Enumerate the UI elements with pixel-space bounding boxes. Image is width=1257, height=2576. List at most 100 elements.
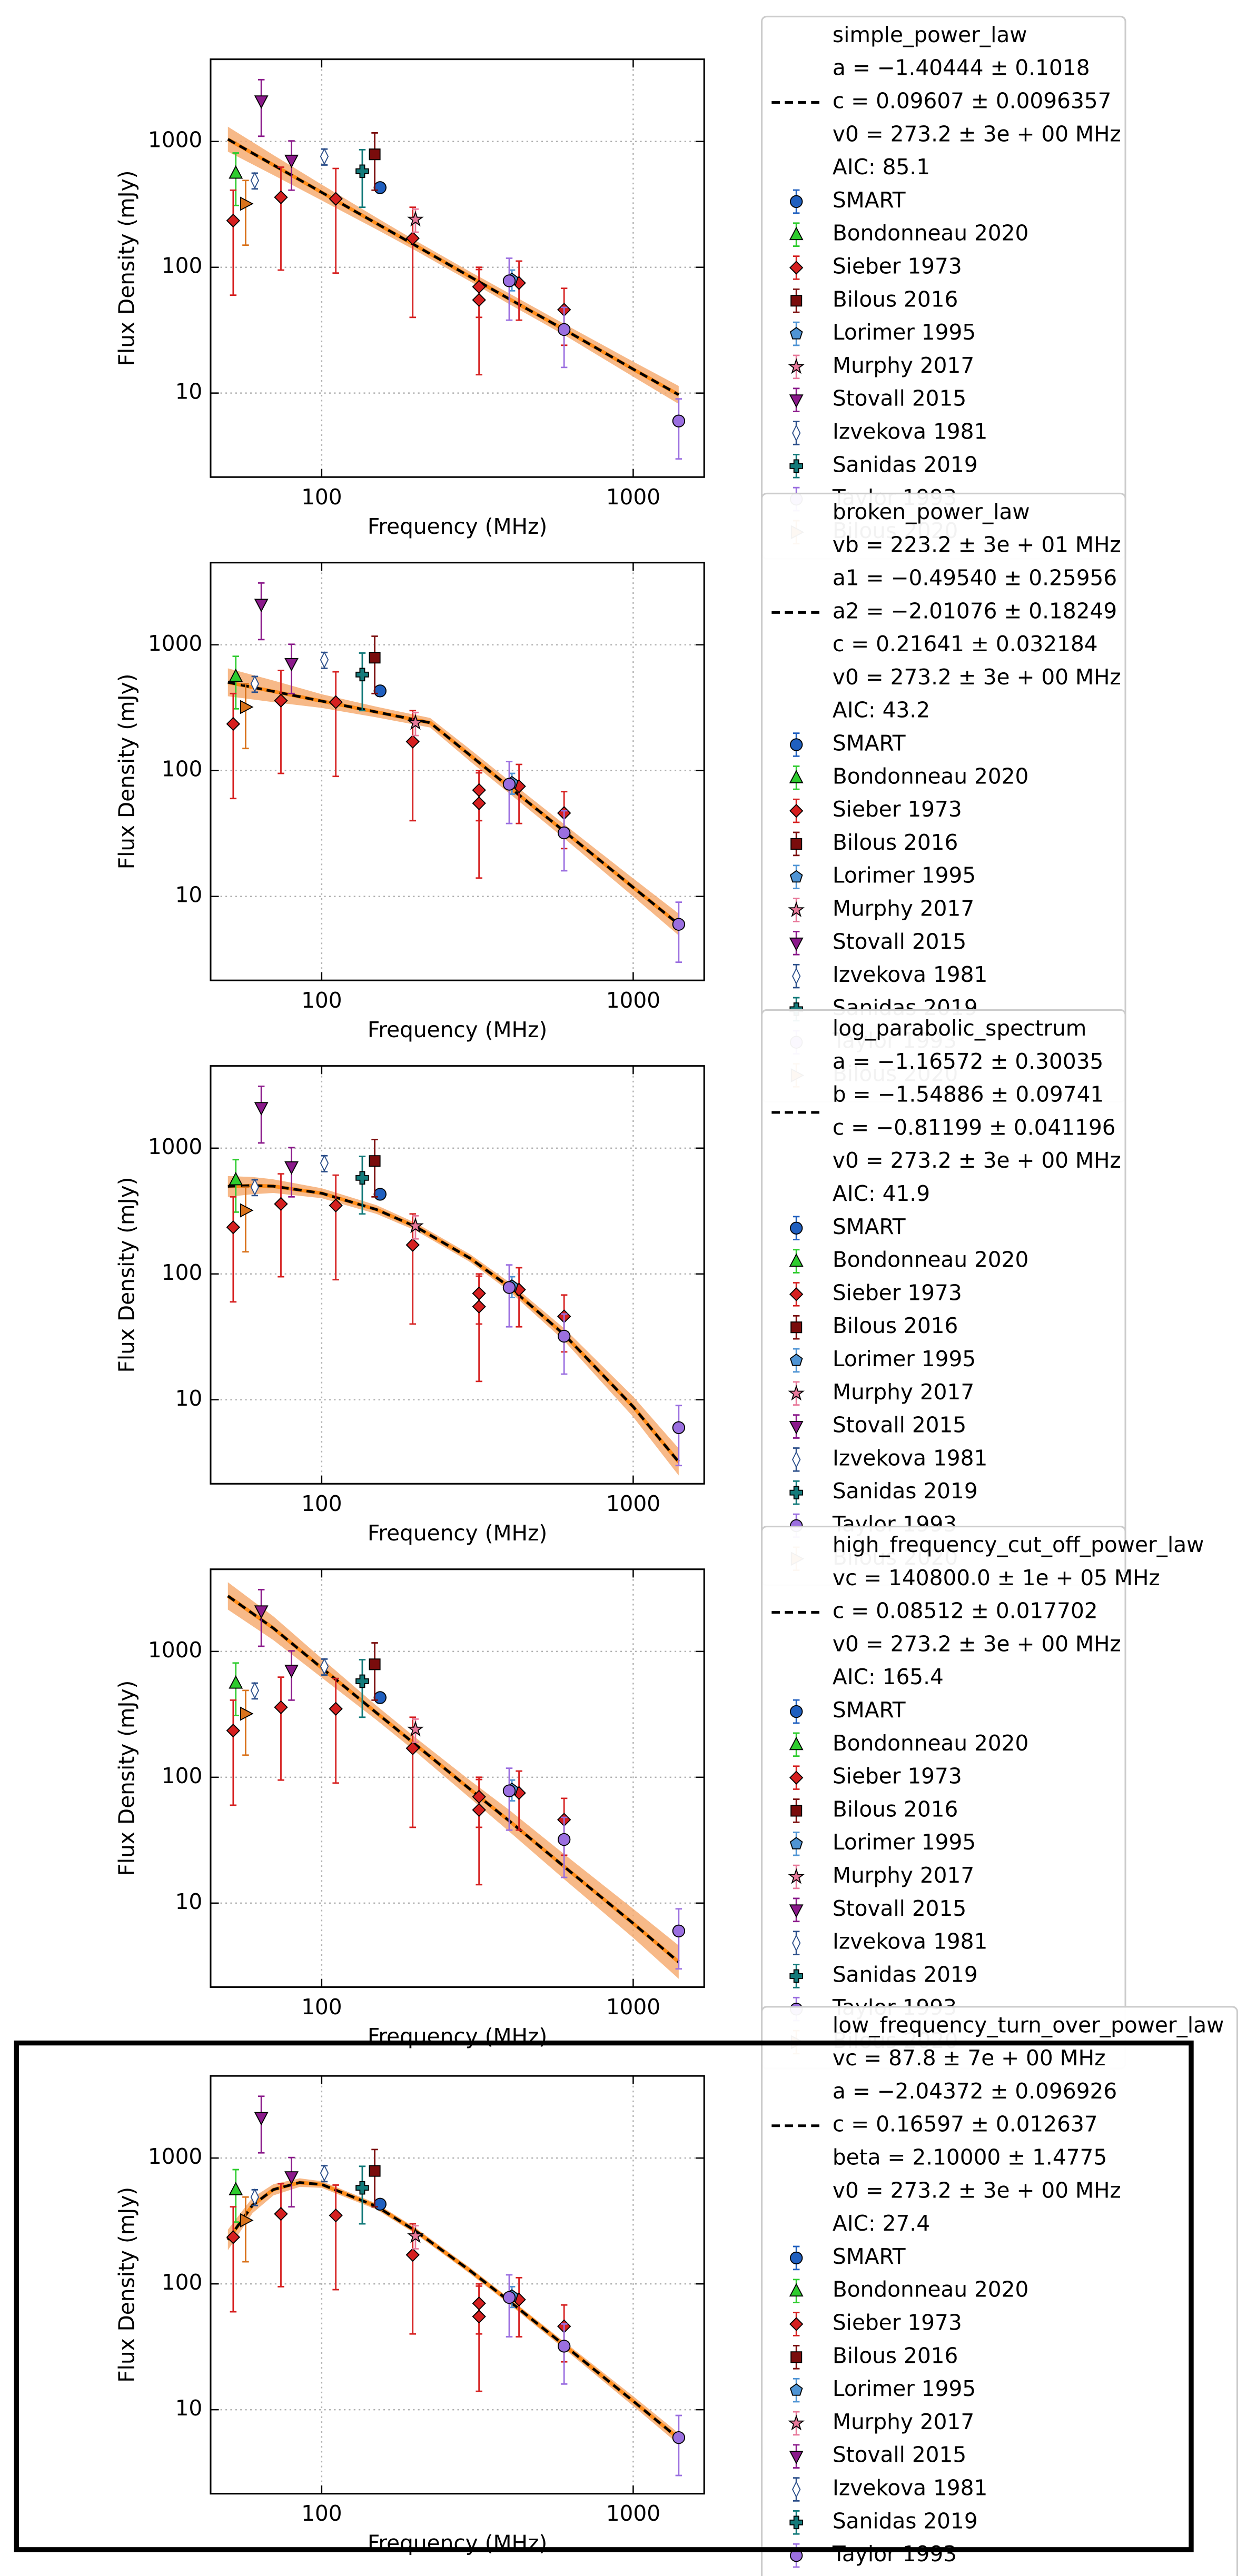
marker [250, 1682, 260, 1699]
marker [405, 1741, 420, 1755]
legend-marker [789, 1969, 803, 1983]
legend-marker [789, 226, 804, 241]
marker [472, 1299, 486, 1314]
legend-label: SMART [833, 1214, 906, 1239]
fit-line [226, 2181, 680, 2440]
x-tick-label: 100 [301, 2501, 342, 2526]
axes-frame [210, 1065, 705, 1485]
legend-marker [792, 2481, 801, 2498]
error-bar [230, 2206, 237, 2313]
marker [240, 196, 254, 211]
error-bar [242, 1689, 249, 1756]
fit-line [227, 680, 680, 926]
marker [355, 2181, 369, 2195]
fit-band [227, 1582, 679, 1979]
legend-marker [789, 1904, 804, 1918]
fit-band [227, 2178, 679, 2445]
legend-marker [789, 459, 803, 473]
marker [502, 1281, 516, 1294]
legend-label: AIC: 165.4 [833, 1664, 944, 1689]
marker [250, 2188, 260, 2206]
marker [405, 1238, 420, 1252]
marker [472, 1789, 486, 1804]
error-bar [506, 2274, 513, 2338]
plot-area [226, 78, 686, 460]
legend-marker [792, 424, 801, 442]
error-bar [242, 1186, 249, 1253]
error-bar [332, 2184, 339, 2291]
legend-label: Bondonneau 2020 [833, 1730, 1028, 1756]
fit-line-dashed [226, 2181, 680, 2440]
marker [672, 414, 686, 427]
y-tick-label: 1000 [148, 2144, 202, 2169]
legend-label: Sieber 1973 [833, 2310, 962, 2335]
legend-label: Sieber 1973 [833, 797, 962, 822]
legend-label: Taylor 1993 [832, 2541, 957, 2567]
legend-box [761, 2006, 1239, 2576]
marker [557, 1833, 571, 1846]
legend-marker [790, 1321, 803, 1334]
legend-label: low_frequency_turn_over_power_law [833, 2012, 1224, 2037]
marker [355, 1674, 369, 1688]
error-bar [332, 167, 339, 274]
legend-label: broken_power_law [833, 499, 1030, 524]
legend-label: log_parabolic_spectrum [833, 1016, 1086, 1041]
legend-label: Bilous 2016 [833, 1796, 958, 1822]
legend-label: v0 = 273.2 ± 3e + 00 MHz [833, 1631, 1121, 1656]
marker [229, 165, 243, 179]
legend-marker [789, 1353, 803, 1366]
marker [672, 1421, 686, 1435]
error-bar [371, 132, 378, 191]
marker [274, 1197, 288, 1211]
marker [405, 231, 420, 245]
marker [373, 181, 387, 194]
error-bar [242, 683, 249, 750]
marker [240, 2213, 254, 2227]
y-axis-label: Flux Density (mJy) [114, 170, 140, 366]
marker [373, 2197, 387, 2211]
legend-label: a2 = −2.01076 ± 0.18249 [833, 598, 1117, 623]
error-bar [409, 710, 416, 822]
marker [369, 2165, 381, 2177]
legend-label: Izvekova 1981 [833, 2475, 987, 2501]
legend-marker [790, 295, 803, 307]
legend-label: AIC: 27.4 [833, 2211, 930, 2236]
legend-label: Murphy 2017 [833, 2409, 974, 2434]
marker [405, 734, 420, 749]
marker [320, 651, 329, 669]
legend-label: Sanidas 2019 [833, 2508, 978, 2533]
marker [407, 211, 424, 227]
legend-marker [790, 2351, 803, 2363]
legend-marker [789, 1221, 803, 1235]
plots: 100 1000 10 100 1000 Frequency (MHz) Flux Dens… [114, 58, 705, 2555]
legend-label: Bilous 2016 [833, 2343, 958, 2368]
axes-frame [210, 58, 705, 478]
legend-marker [789, 261, 804, 275]
error-bar [359, 1659, 366, 1718]
legend-label: AIC: 41.9 [833, 1181, 930, 1206]
legend-label: simple_power_law [833, 22, 1027, 47]
legend-marker [789, 2515, 803, 2530]
legend-label: Lorimer 1995 [833, 2376, 976, 2401]
x-tick-label: 1000 [606, 1994, 660, 2020]
plot-area [226, 2095, 686, 2476]
panel: 100 1000 10 100 1000 Frequency (MHz) Flux Dens… [114, 1065, 705, 1546]
panel: 100 1000 10 100 1000 Frequency (MHz) Flux Dens… [114, 562, 705, 1042]
marker [502, 1784, 516, 1797]
error-bar [278, 2183, 284, 2287]
legend-marker [792, 1451, 801, 1468]
legend-label: Stovall 2015 [833, 1413, 966, 1438]
legend-label: Izvekova 1981 [833, 419, 987, 444]
marker [284, 154, 299, 168]
marker [226, 213, 241, 228]
legend-label: vb = 223.2 ± 3e + 01 MHz [833, 532, 1121, 558]
error-bar [506, 1264, 513, 1328]
marker [557, 2340, 571, 2353]
marker [254, 1102, 269, 1116]
marker [472, 280, 486, 294]
legend-marker [789, 2451, 804, 2464]
error-bar [359, 1156, 366, 1215]
legend-marker [792, 1934, 801, 1952]
